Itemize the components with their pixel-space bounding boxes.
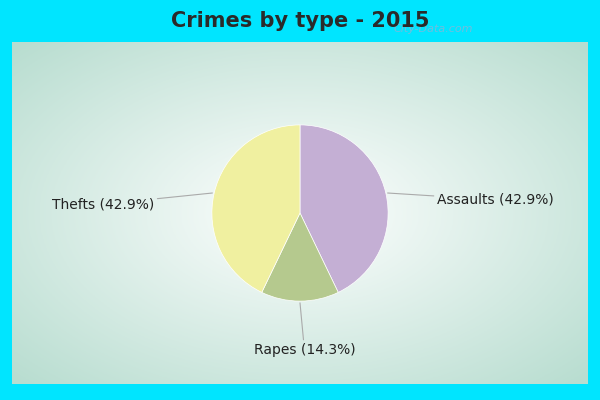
Text: Thefts (42.9%): Thefts (42.9%)	[52, 193, 212, 211]
Text: Rapes (14.3%): Rapes (14.3%)	[254, 303, 355, 356]
Text: Crimes by type - 2015: Crimes by type - 2015	[171, 11, 429, 31]
Wedge shape	[300, 125, 388, 292]
Wedge shape	[212, 125, 300, 292]
Wedge shape	[262, 213, 338, 301]
Text: City-Data.com: City-Data.com	[393, 24, 473, 34]
Text: Assaults (42.9%): Assaults (42.9%)	[388, 193, 553, 207]
